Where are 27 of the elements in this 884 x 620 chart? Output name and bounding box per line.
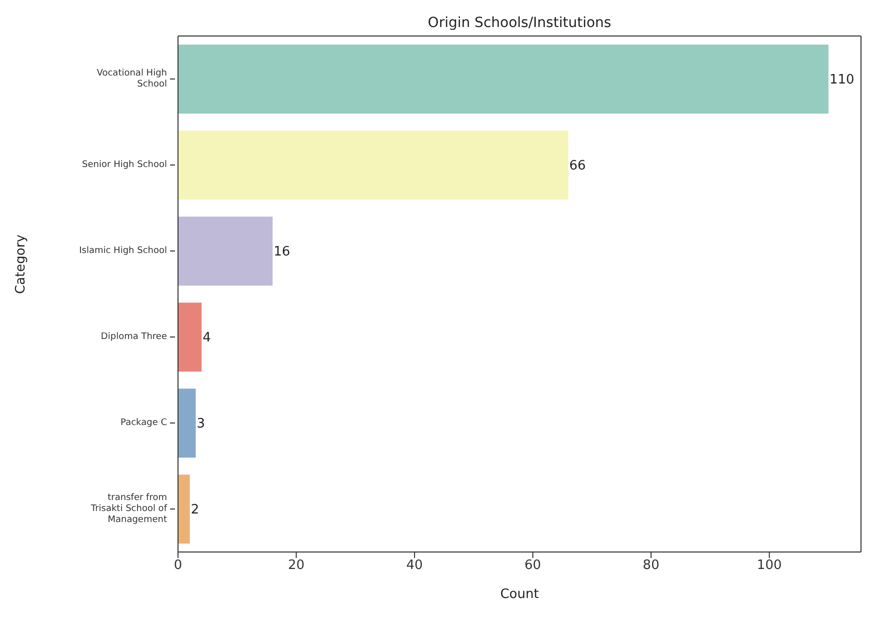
x-tick-label: 0 (174, 558, 182, 574)
bar (178, 302, 202, 372)
data-label: 66 (569, 158, 586, 174)
chart-title: Origin Schools/Institutions (428, 15, 612, 31)
bar (178, 44, 828, 114)
y-tick-label: transfer from Trisakti School of Management (90, 493, 168, 526)
y-tick-label: Vocational High School (96, 68, 167, 90)
x-tick-label: 80 (642, 558, 660, 574)
bar (178, 216, 273, 286)
y-tick-label: Diploma Three (100, 332, 168, 342)
bar (178, 388, 196, 458)
x-axis-title: Count (500, 587, 539, 602)
y-tick-label: Senior High School (82, 160, 167, 170)
data-label: 4 (202, 330, 211, 346)
y-axis-title: Category (14, 234, 29, 294)
y-tick-label: Package C (120, 418, 167, 428)
x-tick-label: 20 (288, 558, 305, 574)
data-label: 16 (274, 244, 290, 260)
bar (178, 130, 568, 200)
x-tick-label: 100 (756, 558, 782, 574)
data-label: 2 (190, 502, 200, 518)
bar (178, 474, 190, 544)
y-tick-label: Islamic High School (79, 246, 167, 256)
x-tick-label: 40 (406, 558, 423, 574)
data-label: 110 (829, 72, 854, 88)
x-tick-label: 60 (524, 558, 542, 574)
data-label: 3 (196, 416, 206, 432)
